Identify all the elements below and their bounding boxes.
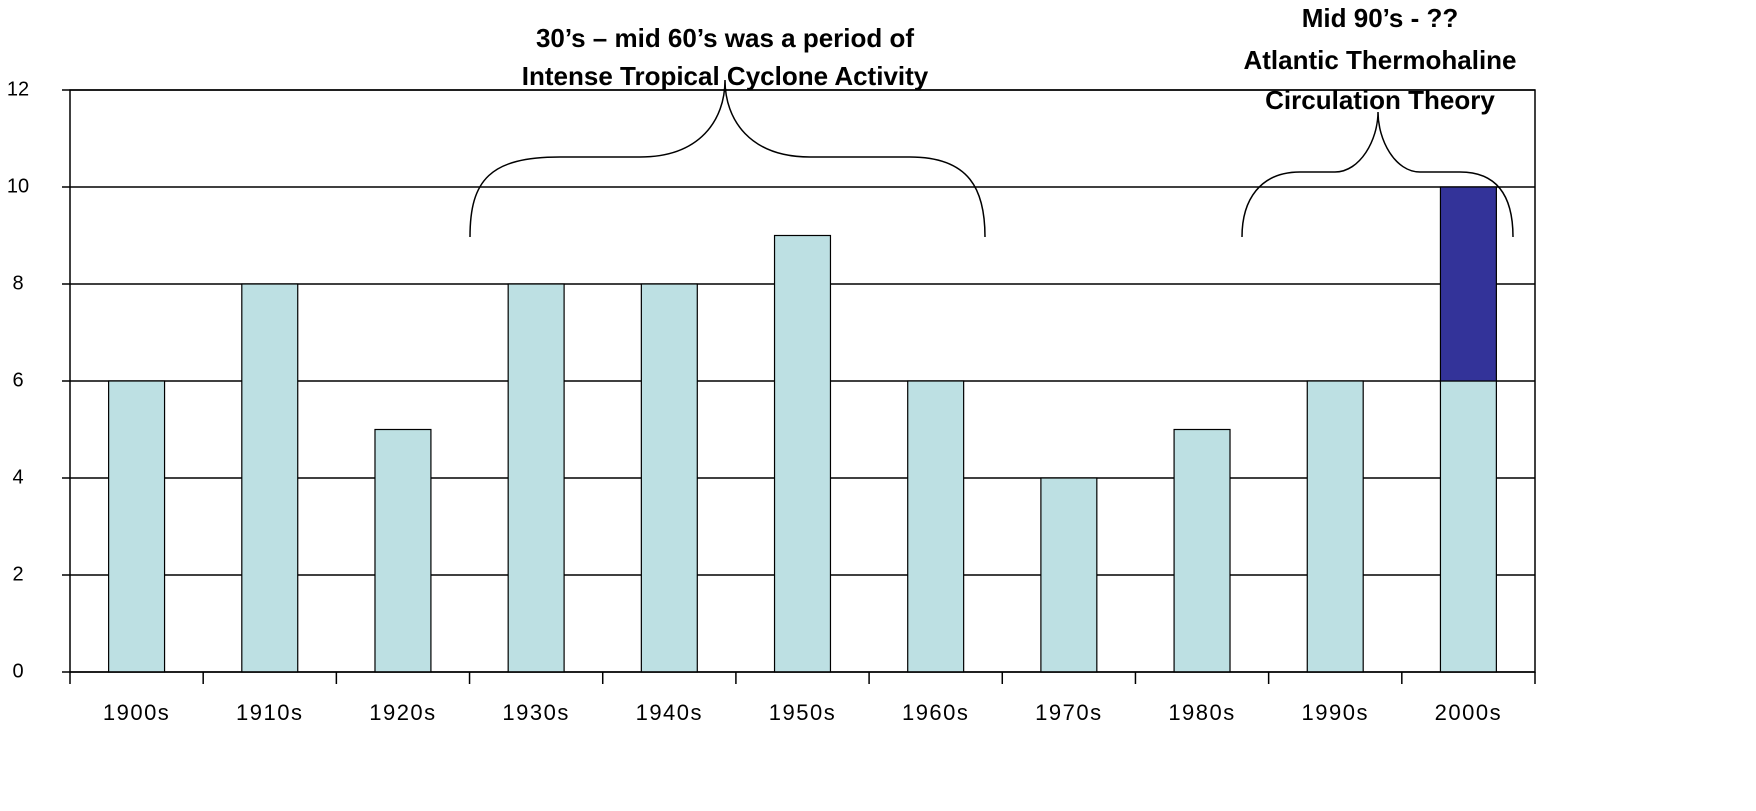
bar (241, 283, 299, 673)
plot-frame (69, 89, 1536, 673)
bar (507, 283, 565, 673)
bar (374, 428, 432, 673)
bar (1439, 186, 1497, 382)
y-tick-label: 12 (7, 78, 29, 100)
y-tick-label: 10 (7, 175, 29, 197)
bar (1040, 477, 1098, 673)
annotation-line: 30’s – mid 60’s was a period of (536, 23, 914, 53)
y-tick-label: 8 (12, 272, 23, 294)
x-tick-label: 1910s (236, 700, 303, 725)
x-tick-label: 1970s (1035, 700, 1102, 725)
x-tick-label: 2000s (1435, 700, 1502, 725)
x-tick-label: 1920s (369, 700, 436, 725)
x-tick-label: 1930s (502, 700, 569, 725)
bar (773, 234, 832, 673)
x-tick-label: 1990s (1302, 700, 1369, 725)
x-tick-label: 1960s (902, 700, 969, 725)
x-tick-label: 1940s (636, 700, 703, 725)
brace (1241, 111, 1514, 238)
x-tick-label: 1980s (1168, 700, 1235, 725)
y-tick-label: 4 (12, 466, 23, 488)
y-tick-label: 0 (12, 660, 23, 682)
bar (108, 380, 166, 673)
bar (907, 380, 965, 673)
x-tick-label: 1900s (103, 700, 170, 725)
annotation-line: Atlantic Thermohaline (1243, 45, 1516, 75)
bar (1439, 380, 1497, 673)
brace (469, 79, 986, 238)
y-tick-label: 6 (12, 369, 23, 391)
y-tick-label: 2 (12, 563, 23, 585)
annotation-line: Mid 90’s - ?? (1302, 3, 1459, 33)
bar (1173, 428, 1231, 673)
x-tick-label: 1950s (769, 700, 836, 725)
bar (640, 283, 698, 673)
bar (1306, 380, 1364, 673)
